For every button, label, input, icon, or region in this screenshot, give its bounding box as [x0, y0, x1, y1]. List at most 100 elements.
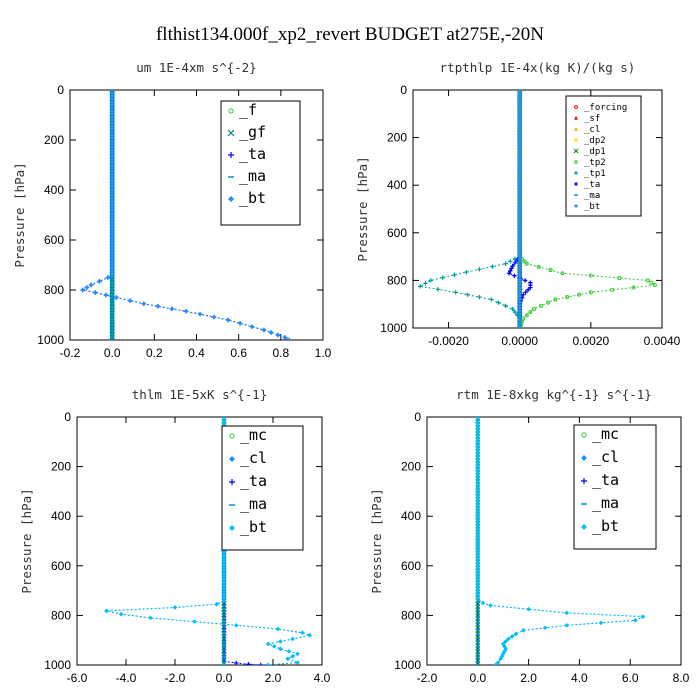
data-point	[109, 105, 115, 111]
data-point	[475, 504, 480, 509]
data-point	[521, 316, 526, 321]
data-point	[221, 550, 227, 556]
legend-marker	[228, 108, 234, 114]
data-point	[517, 179, 522, 184]
data-point	[475, 498, 480, 503]
data-point	[517, 196, 522, 202]
data-point	[517, 308, 522, 313]
data-point	[109, 186, 115, 191]
data-point	[517, 320, 522, 325]
data-point	[565, 295, 570, 300]
legend-label: _ma	[592, 494, 619, 512]
y-tick-label: 400	[387, 178, 407, 192]
data-point	[197, 311, 203, 317]
data-point	[105, 275, 111, 280]
x-tick-label: -0.2	[60, 346, 81, 360]
y-axis-label: Pressure [hPa]	[19, 488, 34, 593]
data-point	[517, 105, 522, 110]
data-point	[475, 510, 480, 515]
panel-4: rtm 1E-8xkg kg^{-1} s^{-1} -2.0 0.0 2.0 4.0 6…	[369, 387, 690, 685]
data-point	[517, 317, 522, 322]
data-point	[517, 139, 522, 144]
data-point	[503, 261, 508, 266]
data-point	[109, 168, 115, 173]
data-point	[221, 568, 227, 574]
data-point	[517, 170, 522, 176]
y-axis-label: Pressure [hPa]	[369, 488, 384, 593]
y-tick-label: 1000	[44, 658, 71, 672]
legend-label: _ta	[239, 145, 266, 163]
data-point	[517, 130, 522, 136]
y-tick-label: 600	[44, 233, 64, 247]
data-point	[475, 576, 480, 581]
data-point	[524, 313, 529, 318]
data-point	[475, 662, 480, 665]
data-point	[109, 216, 115, 221]
data-point	[109, 153, 115, 158]
data-point	[109, 201, 115, 206]
series-group	[80, 90, 292, 340]
y-tick-label: 200	[51, 460, 71, 474]
data-point	[109, 117, 115, 123]
y-tick-label: 400	[44, 183, 64, 197]
legend-label: _bt	[584, 202, 600, 212]
data-point	[517, 156, 522, 162]
data-point	[517, 259, 522, 265]
data-point	[109, 189, 115, 194]
data-point	[525, 287, 531, 293]
data-point	[517, 165, 522, 170]
data-point	[475, 420, 480, 426]
legend-marker	[574, 160, 578, 164]
data-point	[475, 468, 480, 473]
legend-marker	[581, 432, 587, 438]
data-point	[517, 133, 522, 139]
x-tick-label: 0.0	[216, 671, 233, 685]
data-point	[517, 322, 522, 328]
data-point	[475, 519, 480, 524]
data-point	[517, 219, 522, 225]
data-point	[475, 441, 480, 447]
data-point	[475, 480, 480, 485]
data-point	[598, 620, 604, 626]
data-point	[477, 294, 482, 300]
data-point	[517, 150, 522, 156]
data-point	[275, 332, 281, 338]
data-point	[109, 144, 115, 149]
series-group	[417, 90, 657, 328]
data-point	[517, 228, 522, 233]
data-point	[523, 290, 528, 295]
data-point	[475, 486, 480, 491]
panel-2: rtpthlp 1E-4x(kg K)/(kg s) -0.0020 0.0000 0…	[355, 60, 681, 348]
panel-1: um 1E-4xm s^{-2} -0.2 0.0 0.2 0.4 0.6 0.8 1.0 0 2…	[12, 60, 332, 360]
data-point	[109, 123, 115, 129]
data-point	[475, 447, 480, 453]
data-point	[475, 477, 480, 482]
data-point	[109, 147, 115, 152]
data-point	[512, 256, 518, 262]
data-point	[109, 120, 115, 126]
plot-frame	[412, 89, 663, 329]
data-point	[528, 310, 533, 315]
data-point	[517, 262, 522, 268]
data-point	[109, 90, 115, 96]
data-point	[517, 205, 522, 210]
data-point	[517, 222, 522, 227]
data-point	[475, 453, 480, 459]
y-tick-label: 600	[387, 226, 407, 240]
legend-label: _mc	[240, 426, 267, 444]
data-point	[114, 295, 119, 300]
legend-label: _cl	[592, 448, 619, 466]
data-point	[118, 611, 124, 617]
data-point	[225, 317, 231, 323]
data-point	[109, 266, 115, 272]
x-tick-label: -0.0020	[428, 334, 469, 348]
data-point	[475, 546, 480, 551]
data-point	[172, 605, 178, 610]
data-point	[475, 567, 480, 572]
series-markers-tp1	[417, 90, 522, 328]
data-point	[109, 111, 115, 117]
legend-label: _mc	[592, 425, 619, 443]
data-point	[290, 636, 295, 642]
legend-marker	[228, 196, 234, 202]
